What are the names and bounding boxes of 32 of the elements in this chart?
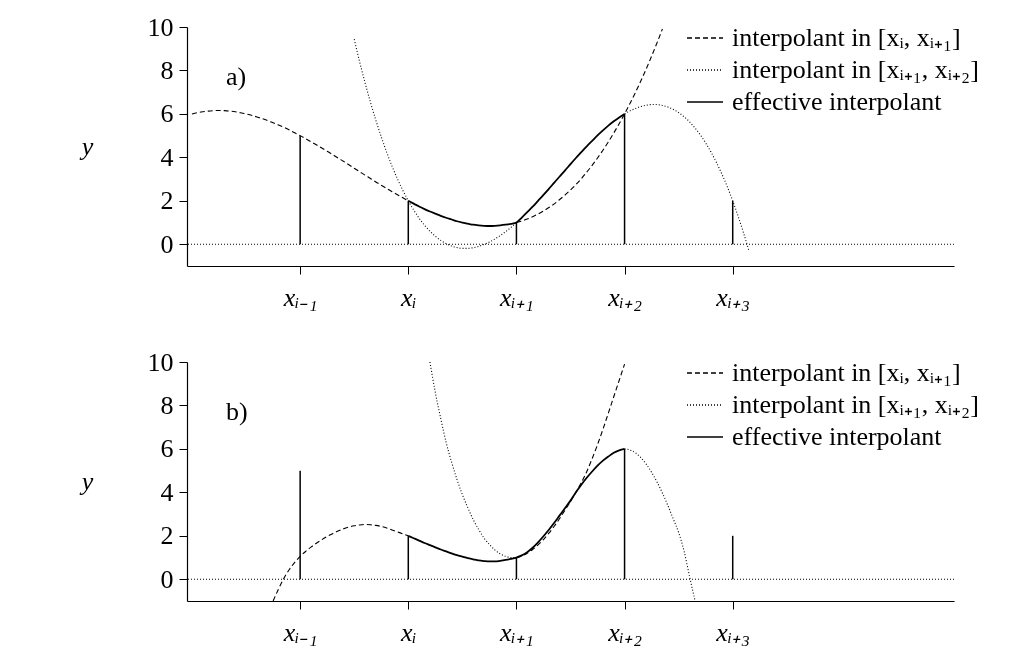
y-tick-label: 4 xyxy=(160,142,174,172)
annotation: b) xyxy=(226,397,248,426)
x-tick-label: xᵢ₊₁ xyxy=(499,282,534,312)
y-tick-label: 2 xyxy=(160,186,174,216)
y-tick-label: 6 xyxy=(160,434,174,464)
legend-label: interpolant in [xᵢ₊₁, xᵢ₊₂] xyxy=(732,390,979,419)
x-tick-label: xᵢ₊₂ xyxy=(607,282,642,312)
legend-label: effective interpolant xyxy=(732,87,943,116)
x-tick-label: xᵢ₊₂ xyxy=(607,617,642,647)
y-tick-label: 6 xyxy=(160,99,174,129)
y-tick-label: 2 xyxy=(160,521,174,551)
x-tick-label: xᵢ₊₃ xyxy=(715,617,751,647)
annotation: a) xyxy=(226,62,247,91)
y-tick-label: 10 xyxy=(147,12,174,42)
x-tick-label: xᵢ xyxy=(399,282,417,312)
y-tick-label: 4 xyxy=(160,477,174,507)
x-tick-label: xᵢ xyxy=(399,617,417,647)
legend-label: interpolant in [xᵢ, xᵢ₊₁] xyxy=(732,358,961,387)
y-tick-label: 0 xyxy=(160,564,174,594)
legend-label: interpolant in [xᵢ₊₁, xᵢ₊₂] xyxy=(732,55,979,84)
x-tick-label: xᵢ₊₃ xyxy=(715,282,751,312)
y-tick-label: 10 xyxy=(147,347,174,377)
y-tick-label: 0 xyxy=(160,229,174,259)
y-tick-label: 8 xyxy=(160,390,174,420)
x-tick-label: xᵢ₋₁ xyxy=(282,282,318,312)
y-axis-title: y xyxy=(78,132,94,161)
y-axis-title: y xyxy=(78,467,94,496)
legend-label: effective interpolant xyxy=(732,422,943,451)
y-tick-label: 8 xyxy=(160,55,174,85)
x-tick-label: xᵢ₊₁ xyxy=(499,617,534,647)
x-tick-label: xᵢ₋₁ xyxy=(282,617,318,647)
legend-label: interpolant in [xᵢ, xᵢ₊₁] xyxy=(732,23,961,52)
